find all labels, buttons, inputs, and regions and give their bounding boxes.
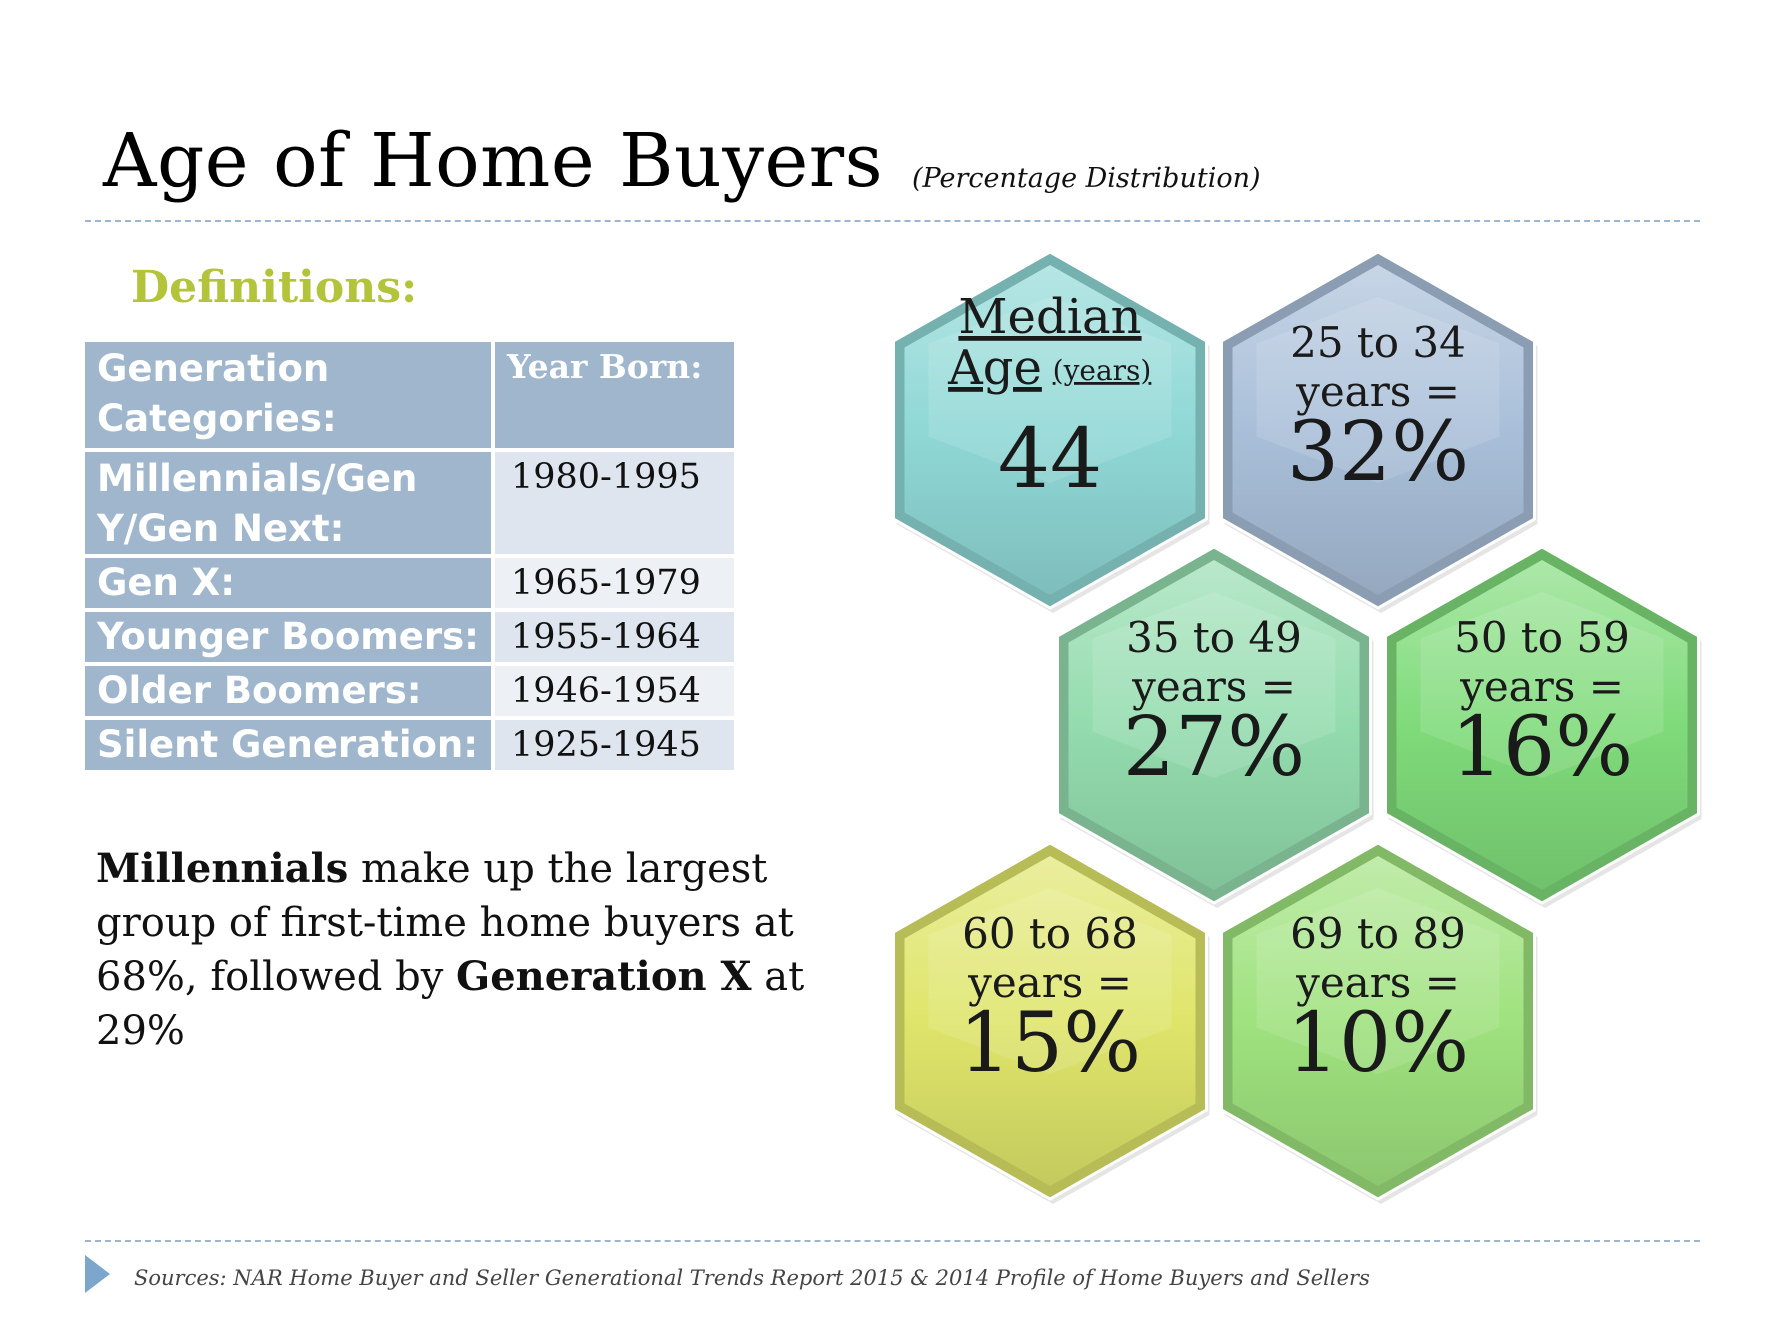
table-row: Millennials/Gen Y/Gen Next: 1980-1995: [85, 452, 734, 554]
table-header-row: Generation Categories: Year Born:: [85, 342, 734, 448]
hex-label-line1: 60 to 68: [962, 909, 1138, 958]
year-cell: 1980-1995: [494, 452, 734, 554]
category-cell: Older Boomers:: [85, 666, 491, 716]
table-row: Younger Boomers: 1955-1964: [85, 612, 734, 662]
category-cell: Silent Generation:: [85, 720, 491, 770]
hex-label-line2: years =: [1459, 662, 1624, 711]
page-title: Age of Home Buyers: [103, 118, 884, 204]
hex-value: 27%: [1123, 700, 1305, 795]
hex-label-line2: years =: [1131, 662, 1296, 711]
generation-table: Generation Categories: Year Born: Millen…: [81, 338, 738, 774]
year-cell: 1955-1964: [494, 612, 734, 662]
top-divider: [85, 220, 1700, 222]
hex-label-line1: 25 to 34: [1290, 318, 1466, 367]
summary-text-part1: make up the largest group of first-time …: [96, 846, 794, 1000]
year-cell: 1965-1979: [494, 558, 734, 608]
hex-label-line2: years =: [1295, 367, 1460, 416]
table-row: Silent Generation: 1925-1945: [85, 720, 734, 770]
summary-bold-millennials: Millennials: [96, 845, 349, 892]
hex-label-line1: 35 to 49: [1126, 613, 1302, 662]
header-year: Year Born:: [494, 342, 734, 448]
table-row: Gen X: 1965-1979: [85, 558, 734, 608]
hex-value: 10%: [1287, 996, 1469, 1091]
sources-note: Sources: NAR Home Buyer and Seller Gener…: [134, 1266, 1370, 1290]
bottom-divider: [85, 1240, 1700, 1242]
year-cell: 1946-1954: [494, 666, 734, 716]
table-row: Older Boomers: 1946-1954: [85, 666, 734, 716]
hex-label-line1: 50 to 59: [1454, 613, 1630, 662]
year-cell: 1925-1945: [494, 720, 734, 770]
page-subtitle: (Percentage Distribution): [912, 163, 1261, 194]
bullet-arrow-icon: [85, 1255, 110, 1293]
header-category: Generation Categories:: [85, 342, 491, 448]
hex-label-line2: Age: [947, 340, 1042, 396]
category-cell: Gen X:: [85, 558, 491, 608]
hex-value: 15%: [959, 996, 1141, 1091]
category-cell: Younger Boomers:: [85, 612, 491, 662]
hex-value: 32%: [1287, 405, 1469, 500]
hex-unit: (years): [1053, 354, 1152, 387]
summary-text: Millennials make up the largest group of…: [96, 842, 816, 1058]
hex-label-line2: years =: [967, 958, 1132, 1007]
summary-text-part2: at 29%: [96, 954, 805, 1054]
hex-value: 16%: [1451, 700, 1633, 795]
summary-bold-genx: Generation X: [456, 953, 752, 1000]
hex-label-line2: years =: [1295, 958, 1460, 1007]
hex-value: 44: [998, 412, 1102, 507]
hex-label-line1: Median: [958, 289, 1141, 345]
hex-label-line1: 69 to 89: [1290, 909, 1466, 958]
definitions-heading: Definitions:: [131, 262, 418, 313]
category-cell: Millennials/Gen Y/Gen Next:: [85, 452, 491, 554]
